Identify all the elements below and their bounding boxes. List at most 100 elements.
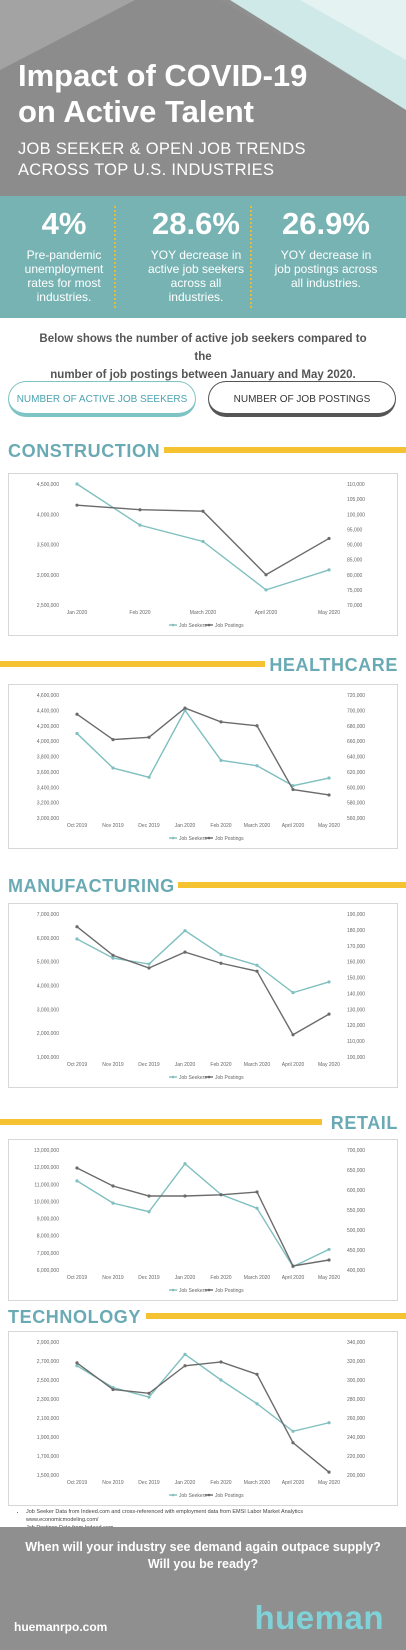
right-tick-label: 110,000 (347, 1039, 365, 1045)
legend-label: Job Postings (215, 836, 244, 842)
legend-marker (207, 1493, 211, 1497)
brand-logo: hueman (254, 1599, 384, 1636)
page-subtitle: JOB SEEKER & OPEN JOB TRENDS ACROSS TOP … (18, 139, 388, 181)
right-tick-label: 660,000 (347, 739, 365, 745)
data-point (75, 731, 79, 736)
left-tick-label: 8,000,000 (37, 1234, 59, 1240)
left-tick-label: 4,500,000 (37, 482, 59, 488)
data-point (183, 1194, 187, 1198)
right-tick-label: 720,000 (347, 693, 365, 699)
data-point (147, 962, 151, 966)
x-tick-label: April 2020 (282, 1062, 305, 1068)
stat-label: YOY decrease in active job seekers acros… (136, 248, 256, 304)
legend-marker (207, 623, 211, 627)
x-tick-label: Jan 2020 (175, 823, 196, 829)
x-tick-label: March 2020 (190, 610, 217, 616)
right-tick-label: 75,000 (347, 588, 363, 594)
right-tick-label: 340,000 (347, 1340, 365, 1346)
stat-unemployment: 4% Pre-pandemic unemployment rates for m… (4, 204, 124, 304)
right-tick-label: 100,000 (347, 512, 365, 518)
stat-label-line: rates for most (27, 276, 101, 290)
data-point (255, 969, 259, 973)
right-tick-label: 100,000 (347, 1055, 365, 1061)
left-tick-label: 2,100,000 (37, 1416, 59, 1422)
data-point (327, 1258, 331, 1262)
intro-line-2: number of job postings between January a… (50, 369, 356, 381)
right-tick-label: 220,000 (347, 1454, 365, 1460)
right-tick-label: 130,000 (347, 1007, 365, 1013)
x-tick-label: Jan 2020 (175, 1275, 196, 1281)
stat-label-line: industries. (36, 290, 92, 304)
right-tick-label: 580,000 (347, 801, 365, 807)
data-point (327, 980, 331, 984)
title-line-2: on Active Talent (18, 94, 254, 129)
x-tick-label: April 2020 (282, 1480, 305, 1486)
right-tick-label: 280,000 (347, 1397, 365, 1403)
left-tick-label: 3,000,000 (37, 1007, 59, 1013)
data-point (183, 1364, 187, 1368)
left-tick-label: 11,000,000 (34, 1182, 59, 1188)
x-tick-label: Jan 2020 (175, 1480, 196, 1486)
x-tick-label: March 2020 (244, 1275, 271, 1281)
section-accent-bar (164, 447, 406, 453)
data-point (111, 1201, 115, 1205)
series-line-job-seekers (76, 929, 330, 994)
right-tick-label: 450,000 (347, 1248, 365, 1254)
stat-label: Pre-pandemic unemployment rates for most… (4, 248, 124, 304)
data-point (255, 1190, 259, 1194)
x-tick-label: May 2020 (318, 1275, 340, 1281)
left-tick-label: 7,000,000 (37, 912, 59, 918)
title-line-1: Impact of COVID-19 (18, 58, 308, 93)
data-point (264, 573, 268, 577)
series-line-job-seekers (76, 483, 330, 591)
x-tick-label: April 2020 (282, 1275, 305, 1281)
right-tick-label: 600,000 (347, 785, 365, 791)
x-tick-label: Oct 2019 (67, 1062, 88, 1068)
stat-divider (114, 206, 116, 308)
section-accent-bar (0, 661, 265, 667)
data-point (138, 508, 142, 512)
stat-label-line: YOY decrease in (150, 248, 242, 262)
chart-construction-svg: 4,500,000 4,000,000 3,500,000 3,000,000 2,50… (37, 482, 366, 629)
data-point (291, 787, 295, 792)
hero-background-shapes (0, 0, 406, 196)
data-point (75, 1364, 79, 1368)
x-tick-label: March 2020 (244, 1062, 271, 1068)
right-tick-label: 70,000 (347, 603, 363, 609)
right-tick-label: 650,000 (347, 1168, 365, 1174)
series-line-job-postings (76, 926, 330, 1036)
data-point (75, 1361, 79, 1365)
x-tick-label: March 2020 (244, 1480, 271, 1486)
data-point (147, 1395, 151, 1399)
website-link[interactable]: huemanrpo.com (14, 1620, 108, 1634)
legend-button-job-postings[interactable]: NUMBER OF JOB POSTINGS (208, 381, 396, 417)
stat-value: 26.9% (282, 206, 370, 241)
hero-banner: Impact of COVID-19 on Active Talent JOB … (0, 0, 406, 196)
source-note: Job Seeker Data from Indeed.com and cros… (26, 1508, 366, 1524)
x-tick-label: Jan 2020 (175, 1062, 196, 1068)
left-tick-label: 10,000,000 (34, 1199, 59, 1205)
series-line-job-postings (76, 1167, 330, 1267)
x-tick-label: Feb 2020 (210, 1275, 231, 1281)
right-tick-label: 400,000 (347, 1268, 365, 1274)
series-line-job-seekers (76, 709, 330, 787)
data-point (183, 1162, 187, 1166)
chart-technology-svg: 2,900,000 2,700,000 2,500,000 2,300,000 2,10… (37, 1340, 366, 1499)
stat-value: 4% (41, 206, 87, 241)
x-tick-label: Feb 2020 (210, 823, 231, 829)
right-tick-label: 260,000 (347, 1416, 365, 1422)
left-tick-label: 2,000,000 (37, 1031, 59, 1037)
legend-button-job-seekers[interactable]: NUMBER OF ACTIVE JOB SEEKERS (8, 381, 196, 417)
right-tick-label: 110,000 (347, 482, 365, 488)
section-title-manufacturing: MANUFACTURING (8, 876, 175, 896)
data-point (75, 925, 79, 929)
legend-label: Job Postings (215, 623, 244, 629)
data-point (111, 953, 115, 957)
data-point (291, 991, 295, 995)
left-tick-label: 12,000,000 (34, 1165, 59, 1171)
x-tick-label: Nov 2019 (102, 823, 124, 829)
data-point (147, 1210, 151, 1214)
right-tick-label: 120,000 (347, 1023, 365, 1029)
x-tick-label: March 2020 (244, 823, 271, 829)
x-tick-label: Oct 2019 (67, 1480, 88, 1486)
